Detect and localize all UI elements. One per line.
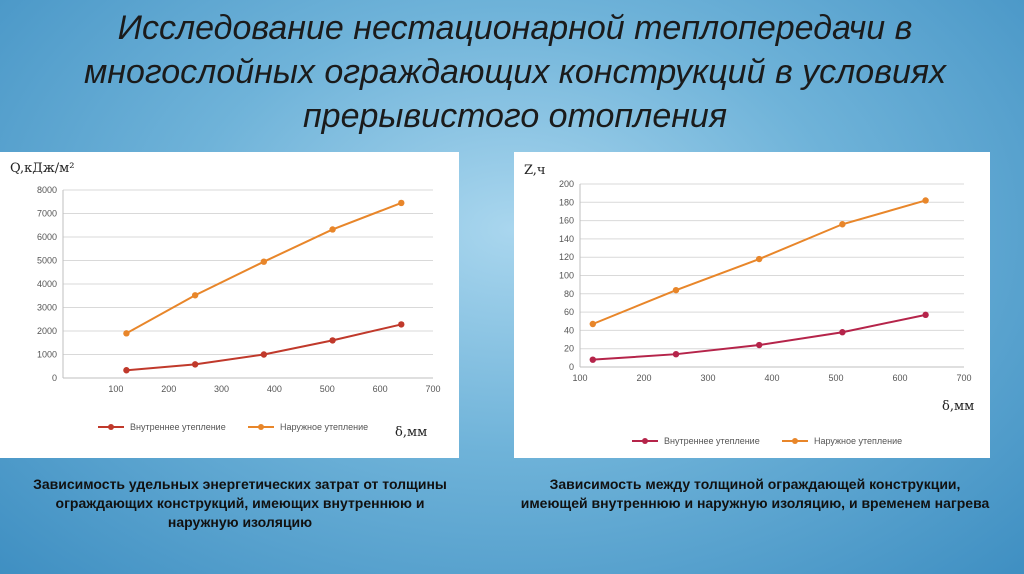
data-point <box>589 356 596 363</box>
x-tick-label: 400 <box>764 373 779 383</box>
data-point <box>398 321 405 328</box>
data-point <box>260 351 268 358</box>
data-point <box>123 330 130 337</box>
y-tick-label: 100 <box>559 271 574 281</box>
data-point <box>839 221 846 228</box>
x-tick-label: 700 <box>956 373 971 383</box>
data-point <box>839 329 846 336</box>
caption-heating-time: Зависимость между толщиной ограждающей к… <box>520 476 990 511</box>
data-point <box>756 255 763 263</box>
y-tick-label: 140 <box>559 234 574 244</box>
y-axis-label: Z,ч <box>524 163 546 178</box>
chart-panel-heating-time: 0 20 40 60 80 100 120 140 160 180 200 100 200 300 400 5… <box>514 152 990 458</box>
legend-marker <box>642 438 648 444</box>
y-tick-label: 2000 <box>37 326 57 336</box>
y-tick-label: 0 <box>569 362 574 372</box>
x-tick-label: 100 <box>572 373 587 383</box>
legend-label: Наружное утепление <box>280 422 368 432</box>
data-point <box>329 337 336 344</box>
data-point <box>672 350 680 358</box>
x-tick-label: 200 <box>636 373 651 383</box>
data-point <box>922 197 929 204</box>
y-tick-label: 80 <box>564 289 574 299</box>
y-tick-label: 20 <box>564 344 574 354</box>
data-point <box>756 341 763 349</box>
x-tick-label: 600 <box>373 384 388 394</box>
x-tick-label: 400 <box>267 384 282 394</box>
legend-marker <box>258 424 264 430</box>
series-line-2 <box>592 199 926 325</box>
slide-title: Исследование нестационарной теплопередач… <box>83 9 947 135</box>
x-axis-label: δ,мм <box>395 425 427 440</box>
y-tick-label: 180 <box>559 197 574 207</box>
data-point <box>589 320 596 328</box>
legend-label: Внутреннее утепление <box>664 436 760 446</box>
x-tick-label: 200 <box>161 384 176 394</box>
x-tick-label: 500 <box>828 373 843 383</box>
x-tick-label: 100 <box>108 384 123 394</box>
series-line-1 <box>592 313 926 361</box>
data-point <box>672 286 680 294</box>
y-tick-label: 6000 <box>37 232 57 242</box>
y-tick-label: 5000 <box>37 256 57 266</box>
x-tick-label: 500 <box>320 384 335 394</box>
series-line-2 <box>125 201 402 335</box>
y-tick-label: 1000 <box>37 350 57 360</box>
data-point <box>922 311 929 319</box>
x-axis-label: δ,мм <box>942 399 974 414</box>
legend-marker <box>792 438 798 444</box>
legend-label: Наружное утепление <box>814 436 902 446</box>
data-point <box>191 292 199 299</box>
y-tick-label: 200 <box>559 179 574 189</box>
y-tick-label: 40 <box>564 325 574 335</box>
x-tick-label: 700 <box>425 384 440 394</box>
caption-energy: Зависимость удельных энергетических затр… <box>33 476 447 530</box>
y-tick-label: 60 <box>564 307 574 317</box>
y-tick-label: 4000 <box>37 279 57 289</box>
chart-panel-energy: 0 1000 2000 3000 4000 5000 6000 7000 8000 100 200 3… <box>0 152 459 458</box>
legend-marker <box>108 424 114 430</box>
heating-time-chart: 0 20 40 60 80 100 120 140 160 180 200 100 200 300 400 5… <box>524 163 974 446</box>
legend-label: Внутреннее утепление <box>130 422 226 432</box>
data-point <box>191 361 199 368</box>
x-tick-label: 600 <box>892 373 907 383</box>
x-tick-label: 300 <box>214 384 229 394</box>
y-axis-label: Q,кДж/м² <box>10 161 75 176</box>
y-tick-label: 0 <box>52 373 57 383</box>
y-tick-label: 120 <box>559 252 574 262</box>
data-point <box>260 258 268 265</box>
y-tick-label: 3000 <box>37 303 57 313</box>
x-tick-label: 300 <box>700 373 715 383</box>
y-tick-label: 8000 <box>37 185 57 195</box>
energy-chart: 0 1000 2000 3000 4000 5000 6000 7000 8000 100 200 3… <box>10 161 441 440</box>
data-point <box>329 226 336 233</box>
y-tick-label: 160 <box>559 216 574 226</box>
y-tick-label: 7000 <box>37 209 57 219</box>
data-point <box>123 367 130 374</box>
data-point <box>398 199 405 207</box>
